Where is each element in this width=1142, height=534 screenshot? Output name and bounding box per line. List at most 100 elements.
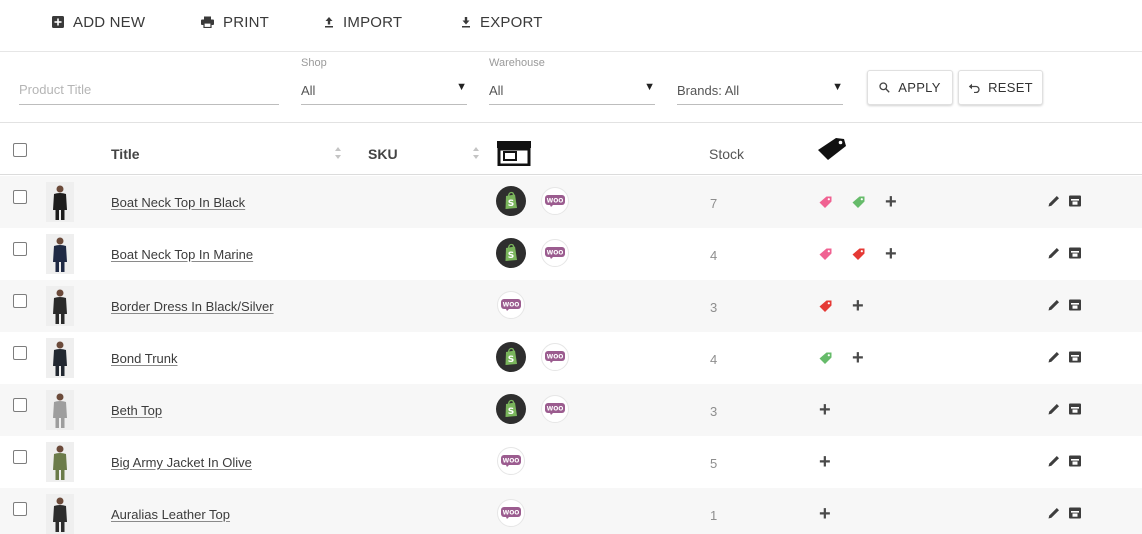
sku-column-header[interactable]: SKU: [368, 146, 398, 162]
archive-icon[interactable]: [1068, 350, 1082, 364]
row-checkbox[interactable]: [13, 190, 27, 204]
row-checkbox[interactable]: [13, 346, 27, 360]
product-thumbnail: [46, 338, 74, 378]
select-all-checkbox[interactable]: [13, 143, 27, 157]
stock-value: 4: [710, 248, 718, 263]
row-checkbox[interactable]: [13, 502, 27, 516]
pencil-icon[interactable]: [1047, 506, 1061, 520]
apply-button[interactable]: APPLY: [867, 70, 953, 105]
warehouse-select[interactable]: All ▼: [489, 75, 655, 105]
plus-icon[interactable]: +: [819, 451, 831, 473]
print-button[interactable]: PRINT: [201, 12, 269, 32]
archive-icon[interactable]: [1068, 298, 1082, 312]
pencil-icon[interactable]: [1047, 402, 1061, 416]
woocommerce-icon: WOO: [541, 395, 569, 423]
product-title-input[interactable]: [19, 75, 279, 103]
table-row: Bond Trunk S WOO 4 +: [0, 332, 1142, 384]
stock-value: 1: [710, 508, 718, 523]
archive-icon[interactable]: [1068, 402, 1082, 416]
shopify-icon: S: [496, 186, 526, 216]
row-checkbox[interactable]: [13, 450, 27, 464]
table-row: Boat Neck Top In Black S WOO 7 +: [0, 176, 1142, 228]
shop-select[interactable]: All ▼: [301, 75, 467, 105]
stock-column-header[interactable]: Stock: [709, 146, 745, 162]
stock-value: 3: [710, 404, 718, 419]
undo-icon: [968, 83, 980, 93]
plus-icon[interactable]: +: [885, 191, 897, 213]
brands-value: Brands: All: [677, 83, 740, 98]
product-title-link[interactable]: Border Dress In Black/Silver: [111, 299, 274, 314]
svg-text:S: S: [508, 199, 514, 209]
archive-icon[interactable]: [1068, 194, 1082, 208]
shopify-icon: S: [496, 342, 526, 372]
tag-icon[interactable]: [819, 248, 832, 261]
reset-button[interactable]: RESET: [958, 70, 1043, 105]
add-new-label: ADD NEW: [73, 13, 146, 31]
import-button[interactable]: IMPORT: [324, 12, 402, 32]
archive-icon[interactable]: [1068, 246, 1082, 260]
apply-label: APPLY: [898, 80, 941, 95]
search-icon: [879, 82, 890, 93]
product-thumbnail: [46, 234, 74, 274]
tag-icon[interactable]: [852, 196, 865, 209]
tag-icon[interactable]: [819, 300, 832, 313]
product-title-link[interactable]: Auralias Leather Top: [111, 507, 231, 522]
row-checkbox[interactable]: [13, 294, 27, 308]
product-thumbnail: [46, 442, 74, 482]
product-title-link[interactable]: Beth Top: [111, 403, 163, 418]
plus-icon[interactable]: +: [819, 503, 831, 525]
row-checkbox[interactable]: [13, 242, 27, 256]
caret-down-icon: ▼: [456, 81, 467, 93]
sort-icon[interactable]: [472, 146, 480, 160]
plus-icon[interactable]: +: [885, 243, 897, 265]
export-button[interactable]: EXPORT: [461, 12, 543, 32]
plus-icon[interactable]: +: [852, 295, 864, 317]
title-column-header[interactable]: Title: [111, 146, 140, 162]
pencil-icon[interactable]: [1047, 298, 1061, 312]
archive-icon[interactable]: [1068, 454, 1082, 468]
table-row: Boat Neck Top In Marine S WOO 4 +: [0, 228, 1142, 280]
table-header: Title SKU Stock: [0, 124, 1142, 175]
add-new-button[interactable]: ADD NEW: [52, 12, 145, 32]
product-title-link[interactable]: Boat Neck Top In Black: [111, 195, 246, 210]
svg-text:WOO: WOO: [503, 458, 520, 465]
product-title-link[interactable]: Boat Neck Top In Marine: [111, 247, 254, 262]
product-thumbnail: [46, 390, 74, 430]
stock-value: 7: [710, 196, 718, 211]
pencil-icon[interactable]: [1047, 194, 1061, 208]
svg-text:WOO: WOO: [547, 198, 564, 205]
product-title-link[interactable]: Big Army Jacket In Olive: [111, 455, 252, 470]
add-box-icon: [52, 16, 64, 28]
warehouse-label: Warehouse: [489, 57, 545, 69]
svg-text:WOO: WOO: [547, 354, 564, 361]
row-checkbox[interactable]: [13, 398, 27, 412]
table-row: Beth Top S WOO 3 +: [0, 384, 1142, 436]
plus-icon[interactable]: +: [819, 399, 831, 421]
pencil-icon[interactable]: [1047, 454, 1061, 468]
product-title-field[interactable]: [19, 75, 279, 105]
svg-text:S: S: [508, 355, 514, 365]
tag-icon[interactable]: [819, 352, 832, 365]
archive-icon[interactable]: [1068, 506, 1082, 520]
woocommerce-icon: WOO: [497, 447, 525, 475]
shopify-icon: S: [496, 238, 526, 268]
stock-value: 4: [710, 352, 718, 367]
svg-text:S: S: [508, 251, 514, 261]
pencil-icon[interactable]: [1047, 350, 1061, 364]
product-title-link[interactable]: Bond Trunk: [111, 351, 178, 366]
plus-icon[interactable]: +: [852, 347, 864, 369]
tag-icon[interactable]: [852, 248, 865, 261]
pencil-icon[interactable]: [1047, 246, 1061, 260]
shop-label: Shop: [301, 57, 327, 69]
brands-select[interactable]: Brands: All ▼: [677, 75, 843, 105]
product-thumbnail: [46, 182, 74, 222]
stock-value: 5: [710, 456, 718, 471]
tag-icon[interactable]: [819, 196, 832, 209]
woocommerce-icon: WOO: [541, 187, 569, 215]
svg-text:WOO: WOO: [503, 302, 520, 309]
reset-label: RESET: [988, 80, 1033, 95]
woocommerce-icon: WOO: [541, 239, 569, 267]
sort-icon[interactable]: [334, 146, 342, 160]
caret-down-icon: ▼: [644, 81, 655, 93]
tag-icon: [818, 138, 846, 160]
